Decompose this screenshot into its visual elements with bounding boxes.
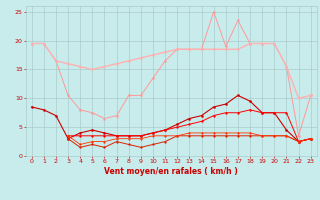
- X-axis label: Vent moyen/en rafales ( km/h ): Vent moyen/en rafales ( km/h ): [104, 167, 238, 176]
